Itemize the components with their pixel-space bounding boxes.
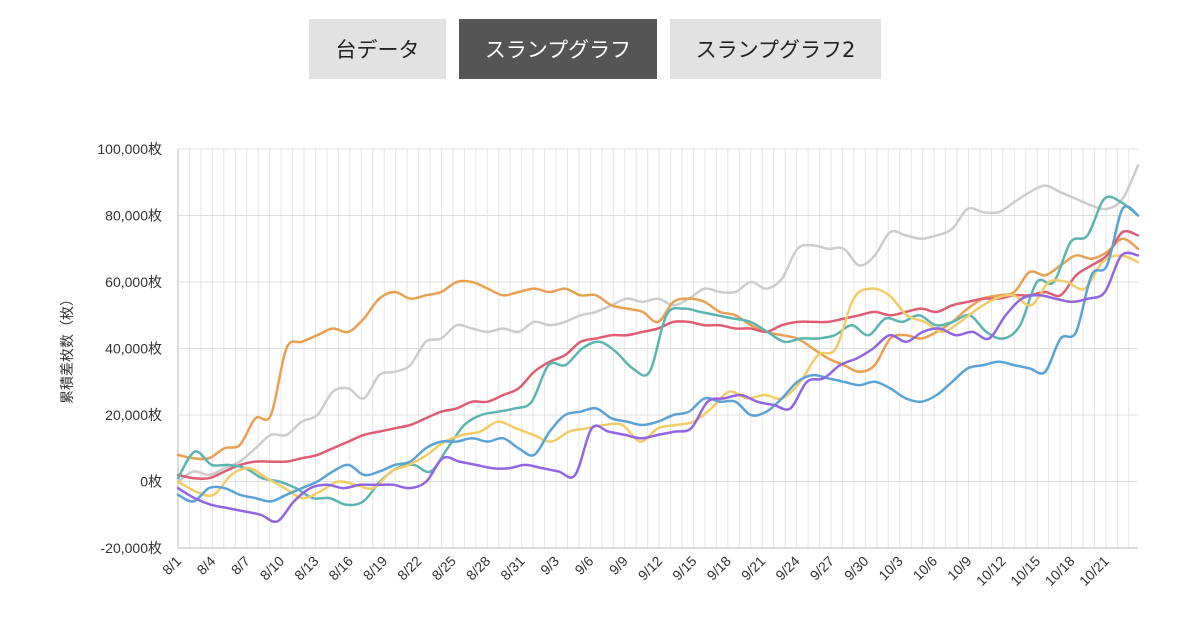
- y-tick-label: 0枚: [140, 474, 162, 490]
- x-tick-label: 9/6: [571, 553, 596, 578]
- x-tick-label: 8/10: [257, 553, 288, 584]
- x-tick-label: 9/24: [772, 553, 803, 584]
- tab-data[interactable]: 台データ: [309, 19, 446, 79]
- tab-slump-graph[interactable]: スランプグラフ: [459, 19, 657, 79]
- x-tick-label: 8/25: [428, 553, 459, 584]
- y-axis-label: 累積差枚数（枚）: [60, 292, 76, 404]
- x-tick-label: 10/21: [1076, 553, 1112, 589]
- tab-bar: 台データ スランプグラフ スランプグラフ2: [309, 19, 881, 79]
- x-tick-label: 9/12: [635, 553, 666, 584]
- y-tick-labels: -20,000枚 0枚 20,000枚 40,000枚 60,000枚 80,000枚 10…: [97, 141, 162, 556]
- x-tick-label: 9/21: [738, 553, 769, 584]
- x-tick-label: 8/1: [159, 553, 184, 578]
- tab-slump-graph-2[interactable]: スランプグラフ2: [670, 19, 881, 79]
- x-tick-label: 8/28: [463, 553, 494, 584]
- x-tick-label: 8/31: [497, 553, 528, 584]
- x-tick-label: 9/18: [703, 553, 734, 584]
- x-tick-label: 9/27: [807, 553, 838, 584]
- x-tick-label: 9/30: [841, 553, 872, 584]
- x-tick-label: 8/7: [228, 553, 253, 578]
- x-tick-label: 10/3: [875, 553, 906, 584]
- series-line-7: [176, 251, 1140, 524]
- y-tick-label: 20,000枚: [105, 407, 162, 423]
- series-line-4: [176, 195, 1140, 507]
- x-tick-label: 9/9: [606, 553, 631, 578]
- x-tick-label: 10/9: [944, 553, 975, 584]
- x-tick-label: 8/16: [325, 553, 356, 584]
- y-tick-label: 100,000枚: [97, 141, 162, 157]
- y-tick-label: 60,000枚: [105, 274, 162, 290]
- y-tick-label: 40,000枚: [105, 341, 162, 357]
- x-tick-label: 8/4: [193, 553, 218, 578]
- x-tick-label: 10/6: [910, 553, 941, 584]
- x-tick-label: 9/3: [537, 553, 562, 578]
- x-tick-label: 8/22: [394, 553, 425, 584]
- series-line-6: [176, 205, 1140, 503]
- x-tick-label: 10/18: [1042, 553, 1078, 589]
- x-tick-label: 10/15: [1007, 553, 1043, 589]
- y-tick-label: 80,000枚: [105, 208, 162, 224]
- x-tick-label: 8/19: [360, 553, 391, 584]
- series-lines: [176, 164, 1140, 524]
- series-line-5: [176, 254, 1140, 500]
- x-tick-label: 9/15: [669, 553, 700, 584]
- series-line-1: [176, 164, 1140, 483]
- y-tick-label: -20,000枚: [101, 540, 162, 556]
- x-tick-label: 10/12: [973, 553, 1009, 589]
- series-line-2: [176, 237, 1140, 461]
- series-line-3: [176, 229, 1140, 481]
- x-tick-labels: 8/1 8/4 8/7 8/10 8/13 8/16 8/19 8/22 8/25 8/28 8/3…: [159, 553, 1112, 589]
- x-tick-label: 8/13: [291, 553, 322, 584]
